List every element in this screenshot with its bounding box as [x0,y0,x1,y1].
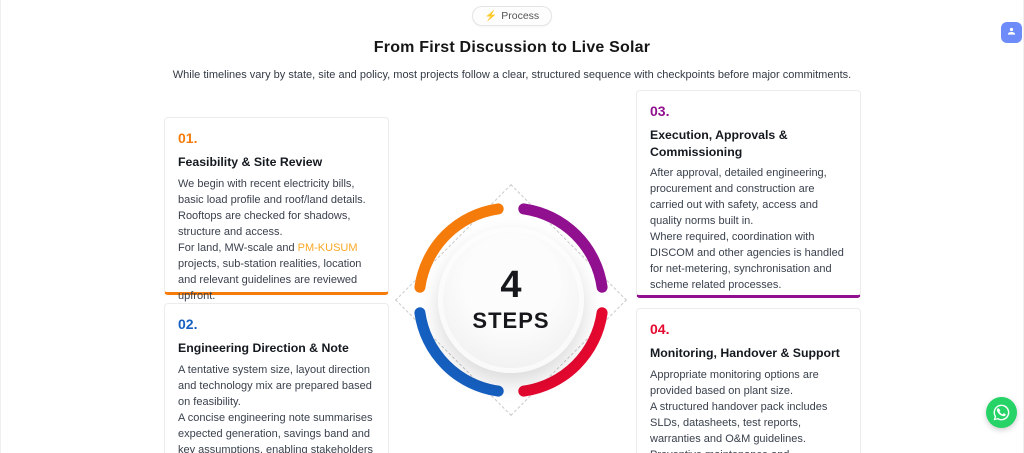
step-2-body-1: A tentative system size, layout directio… [178,363,372,408]
step-2-title: Engineering Direction & Note [178,341,349,355]
steps-circle: 4 STEPS [438,227,584,373]
step-card-2: 02. Engineering Direction & Note A tenta… [164,303,389,453]
whatsapp-icon [993,404,1010,421]
step-3-title: Execution, Approvals & Commissioning [650,128,788,159]
step-4-body-2: A structured handover pack includes SLDs… [650,400,828,445]
step-4-body-1: Appropriate monitoring options are provi… [650,368,819,397]
step-1-body-3-text-after: projects, sub-station realities, locatio… [178,257,362,302]
steps-label: STEPS [472,308,550,333]
whatsapp-button[interactable] [986,397,1017,428]
step-card-4: 04. Monitoring, Handover & Support Appro… [636,308,861,453]
accessibility-widget-button[interactable] [1001,22,1022,43]
step-1-number: 01. [178,130,198,146]
step-1-body-1: We begin with recent electricity bills, … [178,177,366,206]
step-3-number: 03. [650,103,670,119]
process-badge-label: Process [501,10,540,22]
person-icon [1007,27,1016,35]
step-3-body-2: Where required, coordination with DISCOM… [650,231,844,292]
lightning-bolt-icon: ⚡ [484,10,498,22]
pm-kusum-link[interactable]: PM-KUSUM [297,241,358,254]
step-1-body-3-text: For land, MW-scale and [178,241,298,254]
four-steps-graphic: 4 STEPS [395,184,627,416]
page-title: From First Discussion to Live Solar [373,39,651,56]
process-section-header: ⚡ Process From First Discussion to Live … [1,0,1023,81]
quadrant-arcs [414,203,608,397]
step-4-title: Monitoring, Handover & Support [650,346,840,360]
step-card-1: 01. Feasibility & Site Review We begin w… [164,117,389,302]
step-2-number: 02. [178,316,198,332]
step-card-3: 03. Execution, Approvals & Commissioning… [636,90,861,298]
step-4-number: 04. [650,321,670,337]
step-1-body-2: Rooftops are checked for shadows, struct… [178,209,351,238]
step-2-body-2: A concise engineering note summarises ex… [178,411,374,453]
step-3-body-1: After approval, detailed engineering, pr… [650,167,827,228]
process-badge: ⚡ Process [471,6,553,26]
step-4-body-3: Preventive maintenance and performance [650,447,847,453]
step-1-body-3: For land, MW-scale and PM-KUSUM projects… [178,240,375,304]
page-subtitle: While timelines vary by state, site and … [172,69,852,81]
step-1-title: Feasibility & Site Review [178,155,323,169]
steps-count: 4 [500,264,522,306]
